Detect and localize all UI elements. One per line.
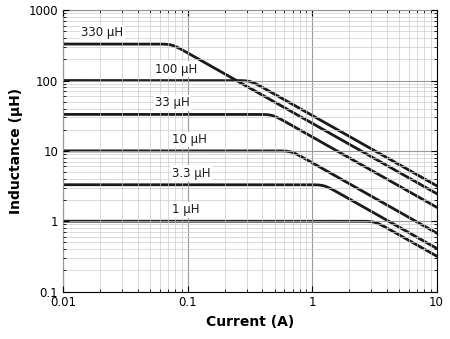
X-axis label: Current (A): Current (A) xyxy=(206,315,294,329)
Text: 3.3 μH: 3.3 μH xyxy=(172,167,211,180)
Text: 330 μH: 330 μH xyxy=(81,26,123,39)
Text: 100 μH: 100 μH xyxy=(155,63,198,76)
Text: 1 μH: 1 μH xyxy=(172,203,199,216)
Y-axis label: Inductance (μH): Inductance (μH) xyxy=(9,88,23,214)
Text: 10 μH: 10 μH xyxy=(172,133,207,146)
Text: 33 μH: 33 μH xyxy=(155,96,190,109)
